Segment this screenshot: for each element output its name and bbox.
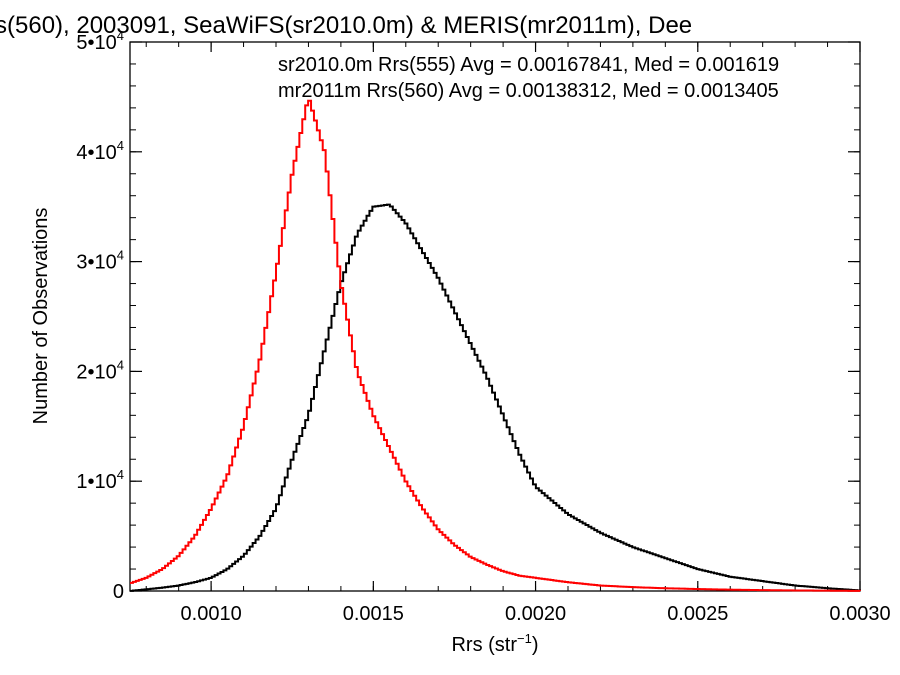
y-tick-label: 1•104 <box>76 467 124 493</box>
x-axis-label-superscript: −1 <box>517 631 532 646</box>
plot-frame <box>129 41 861 592</box>
chart-title: s(560), 2003091, SeaWiFS(sr2010.0m) & ME… <box>0 12 692 39</box>
y-axis-ticks <box>130 41 860 592</box>
y-tick-label: 4•104 <box>76 138 124 164</box>
series-line-sr2010 <box>130 203 861 592</box>
x-tick-label: 0.0025 <box>667 603 728 625</box>
x-tick-label: 0.0020 <box>505 603 566 625</box>
x-tick-label: 0.0010 <box>181 603 242 625</box>
x-axis-label: Rrs (str−1) <box>451 631 538 656</box>
y-tick-label: 2•104 <box>76 357 124 383</box>
y-axis-tick-labels: 0 1•104 2•104 3•104 4•104 5•104 <box>76 28 124 603</box>
y-tick-label: 0 <box>113 581 124 603</box>
x-axis-tick-labels: 0.0010 0.0015 0.0020 0.0025 0.0030 <box>181 603 891 625</box>
y-tick-label: 5•104 <box>76 28 124 54</box>
series-line-mr2011 <box>130 99 861 592</box>
x-tick-label: 0.0030 <box>829 603 890 625</box>
series-layer <box>130 99 861 592</box>
x-tick-label: 0.0015 <box>343 603 404 625</box>
y-axis-label: Number of Observations <box>30 208 52 425</box>
y-tick-label: 3•104 <box>76 248 124 274</box>
legend-entry-mr2011: mr2011m Rrs(560) Avg = 0.00138312, Med =… <box>278 80 779 102</box>
legend-entry-sr2010: sr2010.0m Rrs(555) Avg = 0.00167841, Med… <box>278 54 779 76</box>
x-axis-ticks <box>145 42 861 591</box>
